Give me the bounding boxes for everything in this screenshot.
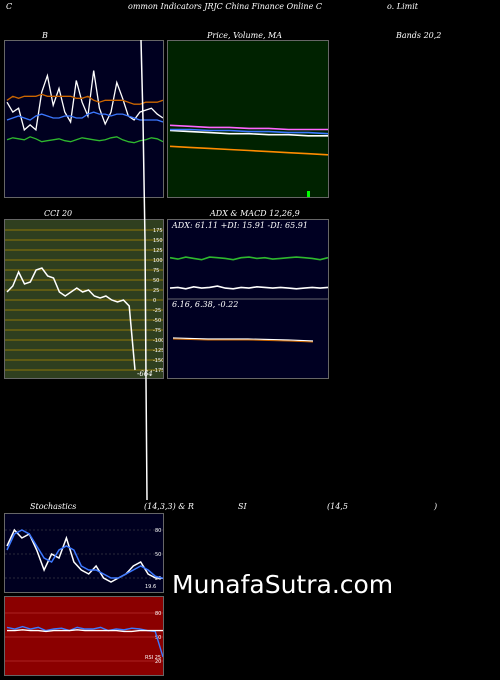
adx-macd-chart <box>168 220 328 378</box>
adx-series-0 <box>169 256 328 261</box>
macd-values: 6.16, 6.38, -0.22 <box>172 300 239 309</box>
rsi-tick-label: 50 <box>155 635 161 641</box>
cci-tick-label: 50 <box>153 278 159 284</box>
bb-label: B <box>42 31 48 40</box>
rsi-tick-label: 20 <box>155 659 161 665</box>
bands-label: Bands 20,2 <box>396 31 442 40</box>
stoch-tick-label: 20 <box>155 576 161 582</box>
price-chart <box>168 41 328 197</box>
stoch-value-label: 19.6 <box>145 584 156 590</box>
panel-background <box>5 220 163 378</box>
price-series-2 <box>170 128 328 135</box>
stoch-rsi-label: SI <box>238 502 247 511</box>
price-panel <box>167 40 329 198</box>
cci-panel: 175 150 125 100 75 50 25 0 -25 -50 -75 -100 -125 -150… <box>4 219 164 379</box>
cci-tick-label: -25 <box>153 308 161 314</box>
panel-background <box>168 41 328 197</box>
cci-value: -664 <box>137 370 153 378</box>
stoch-rsi-params: (14,5 <box>327 502 348 511</box>
stoch-mid-label: (14,3,3) & R <box>144 502 194 511</box>
bollinger-chart <box>5 41 163 197</box>
cci-series-0 <box>6 267 136 371</box>
cci-tick-label: -175 <box>153 368 164 374</box>
rsi-tick-label: 80 <box>155 611 161 617</box>
adx-lines <box>169 256 328 290</box>
macd-signal <box>172 338 314 343</box>
page-title-right: o. Limit <box>387 2 418 11</box>
adx-macd-label: ADX & MACD 12,26,9 <box>210 209 300 218</box>
cci-tick-label: -75 <box>153 328 161 334</box>
rsi-value-label: RSI 25 <box>145 655 161 661</box>
adx-values: ADX: 61.11 +DI: 15.91 -DI: 65.91 <box>172 221 308 230</box>
cci-tick-label: -100 <box>153 338 164 344</box>
cci-tick-label: -50 <box>153 318 161 324</box>
price-ma-label: Price, Volume, MA <box>207 31 283 40</box>
cci-label: CCI 20 <box>44 209 73 218</box>
cci-chart: 175 150 125 100 75 50 25 0 -25 -50 -75 -100 -125 -150… <box>5 220 164 378</box>
cci-tick-label: -125 <box>153 348 164 354</box>
stoch-series-1 <box>6 529 163 580</box>
adx-series-1 <box>169 285 328 290</box>
cci-tick-label: 125 <box>153 248 163 254</box>
cci-tick-label: 150 <box>153 238 163 244</box>
price-series-3 <box>169 124 328 131</box>
stoch-series-0 <box>6 528 163 583</box>
macd-line <box>172 337 314 342</box>
stoch-close: ) <box>434 502 438 511</box>
bb-series-2 <box>6 111 163 123</box>
rsi-panel: 80 50 20 RSI 25 <box>4 596 164 676</box>
cci-tick-label: 25 <box>153 288 159 294</box>
panel-background <box>5 597 163 675</box>
rsi-series-1 <box>7 629 163 633</box>
adx-macd-panel: ADX: 61.11 +DI: 15.91 -DI: 65.91 6.16, 6… <box>167 219 329 379</box>
page-title: ommon Indicators JRJC China Finance Onli… <box>128 2 322 11</box>
header-c: C <box>6 2 13 11</box>
cci-tick-label: 75 <box>153 268 159 274</box>
volume-bar <box>307 191 310 197</box>
stochastics-chart: 80 50 20 19.6 <box>5 514 163 592</box>
bb-series-0 <box>6 136 163 144</box>
price-series-0 <box>169 145 328 156</box>
cci-tick-label: -150 <box>153 358 164 364</box>
bollinger-panel <box>4 40 164 198</box>
watermark: MunafaSutra.com <box>172 570 394 599</box>
cci-tick-label: 100 <box>153 258 163 264</box>
stoch-tick-label: 80 <box>155 528 161 534</box>
panel-background <box>5 514 163 592</box>
stochastics-panel: 80 50 20 19.6 <box>4 513 164 593</box>
bb-series-3 <box>6 93 163 105</box>
bb-series-1 <box>6 70 163 132</box>
stoch-tick-label: 50 <box>155 552 161 558</box>
rsi-series-0 <box>6 625 163 658</box>
cci-tick-label: 175 <box>153 228 163 234</box>
price-series-1 <box>169 129 328 137</box>
cci-tick-label: 0 <box>153 298 156 304</box>
stoch-label: Stochastics <box>30 502 77 511</box>
